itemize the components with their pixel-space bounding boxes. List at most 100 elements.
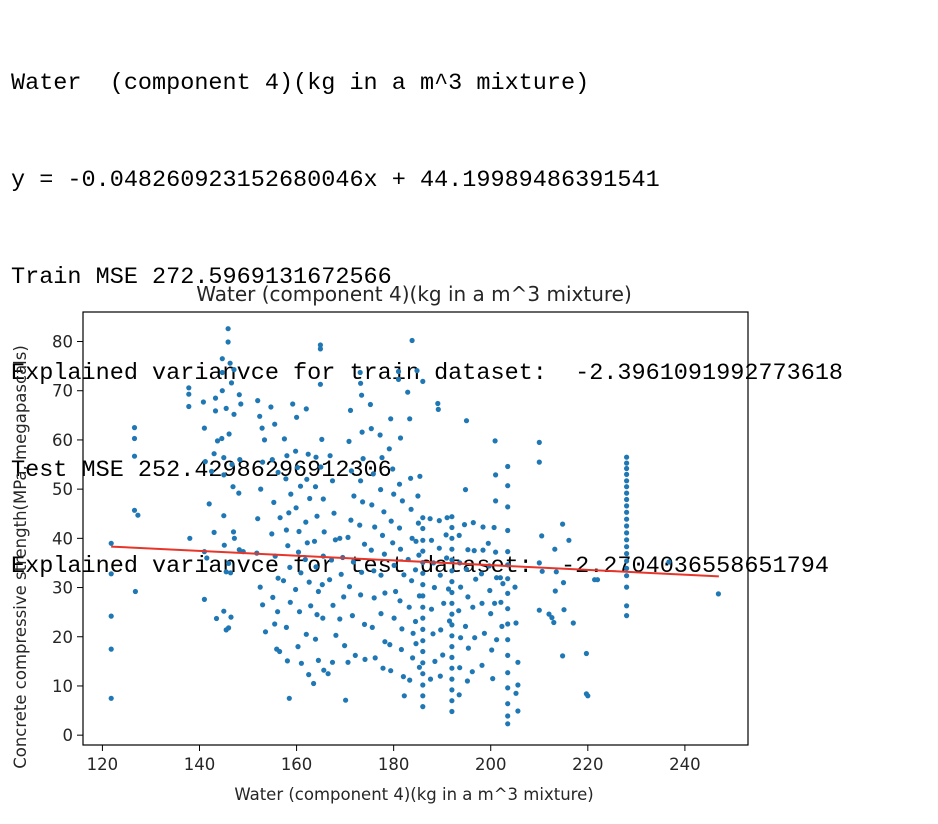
data-point — [415, 520, 421, 526]
data-point — [361, 541, 368, 547]
data-point — [294, 414, 300, 420]
data-point — [228, 570, 234, 576]
data-point — [351, 493, 357, 499]
data-point — [229, 461, 235, 468]
data-point — [513, 690, 519, 696]
data-point — [420, 648, 426, 655]
data-point — [388, 518, 394, 524]
data-point — [570, 620, 576, 626]
data-point — [293, 586, 299, 593]
data-point — [449, 557, 455, 563]
data-point — [228, 614, 234, 620]
data-point — [624, 530, 630, 536]
data-point — [420, 682, 426, 688]
data-point — [397, 598, 403, 604]
data-point — [223, 569, 229, 575]
data-point — [420, 515, 426, 521]
data-point — [342, 643, 348, 649]
data-point — [369, 502, 375, 508]
data-point — [445, 586, 452, 592]
data-point — [461, 522, 468, 528]
data-point — [337, 535, 343, 541]
data-point — [478, 571, 485, 577]
x-tick-label: 240 — [669, 755, 701, 774]
data-point — [505, 590, 511, 596]
y-tick-label: 0 — [63, 726, 74, 745]
data-point — [303, 519, 309, 525]
data-point — [624, 544, 630, 550]
data-point — [200, 399, 206, 405]
data-point — [398, 646, 404, 653]
data-point — [490, 676, 496, 682]
data-point — [321, 529, 327, 535]
data-point — [329, 478, 336, 484]
data-point — [257, 413, 263, 419]
data-point — [321, 667, 327, 673]
data-point — [297, 483, 304, 489]
data-point — [449, 633, 455, 639]
data-point — [420, 582, 426, 588]
data-point — [337, 616, 343, 622]
data-point — [406, 604, 412, 610]
data-point — [270, 594, 276, 600]
data-point — [416, 664, 422, 670]
data-point — [399, 498, 405, 504]
data-point — [560, 653, 566, 659]
y-axis-ticks: 0 10 20 30 40 50 60 70 80 — [52, 333, 83, 745]
data-point — [236, 392, 242, 398]
data-point — [462, 487, 469, 493]
data-point — [449, 600, 455, 606]
data-point — [387, 642, 393, 648]
data-point — [343, 697, 349, 703]
data-point — [436, 545, 442, 551]
data-point — [456, 608, 462, 614]
data-point — [397, 546, 404, 552]
data-point — [446, 618, 453, 624]
data-point — [358, 478, 364, 484]
data-point — [391, 562, 397, 568]
data-point — [312, 636, 319, 642]
data-point — [390, 540, 396, 546]
data-point — [131, 453, 138, 459]
data-point — [666, 559, 672, 565]
data-point — [427, 516, 433, 522]
data-point — [277, 648, 283, 655]
data-point — [583, 650, 590, 657]
data-point — [412, 618, 419, 625]
data-point — [432, 658, 438, 664]
data-point — [624, 484, 630, 490]
data-point — [186, 385, 192, 391]
data-point — [539, 533, 545, 539]
data-point — [417, 473, 423, 479]
data-point — [480, 547, 486, 553]
data-point — [293, 505, 299, 511]
data-point — [283, 527, 289, 533]
data-point — [481, 630, 487, 636]
data-point — [285, 543, 291, 549]
data-point — [296, 609, 303, 615]
data-point — [271, 499, 277, 505]
data-point — [360, 456, 366, 462]
data-point — [186, 403, 192, 410]
y-tick-label: 20 — [52, 628, 73, 647]
data-point — [228, 380, 235, 386]
data-point — [409, 578, 415, 584]
x-tick-label: 140 — [184, 755, 216, 774]
data-point — [420, 660, 426, 666]
data-point — [437, 572, 443, 578]
data-point — [304, 540, 310, 546]
data-point — [214, 438, 221, 444]
data-point — [470, 604, 476, 610]
data-point — [505, 670, 511, 676]
output-line-equation: y = -0.04826092315268004­6x + 44.1998948… — [11, 167, 660, 194]
data-point — [624, 478, 630, 484]
data-point — [560, 580, 567, 586]
data-point — [221, 608, 227, 614]
y-tick-label: 70 — [52, 382, 73, 401]
data-point — [458, 635, 464, 641]
data-point — [552, 588, 558, 594]
data-point — [368, 547, 374, 553]
data-point — [499, 623, 505, 629]
data-point — [231, 411, 237, 417]
data-point — [428, 606, 435, 612]
